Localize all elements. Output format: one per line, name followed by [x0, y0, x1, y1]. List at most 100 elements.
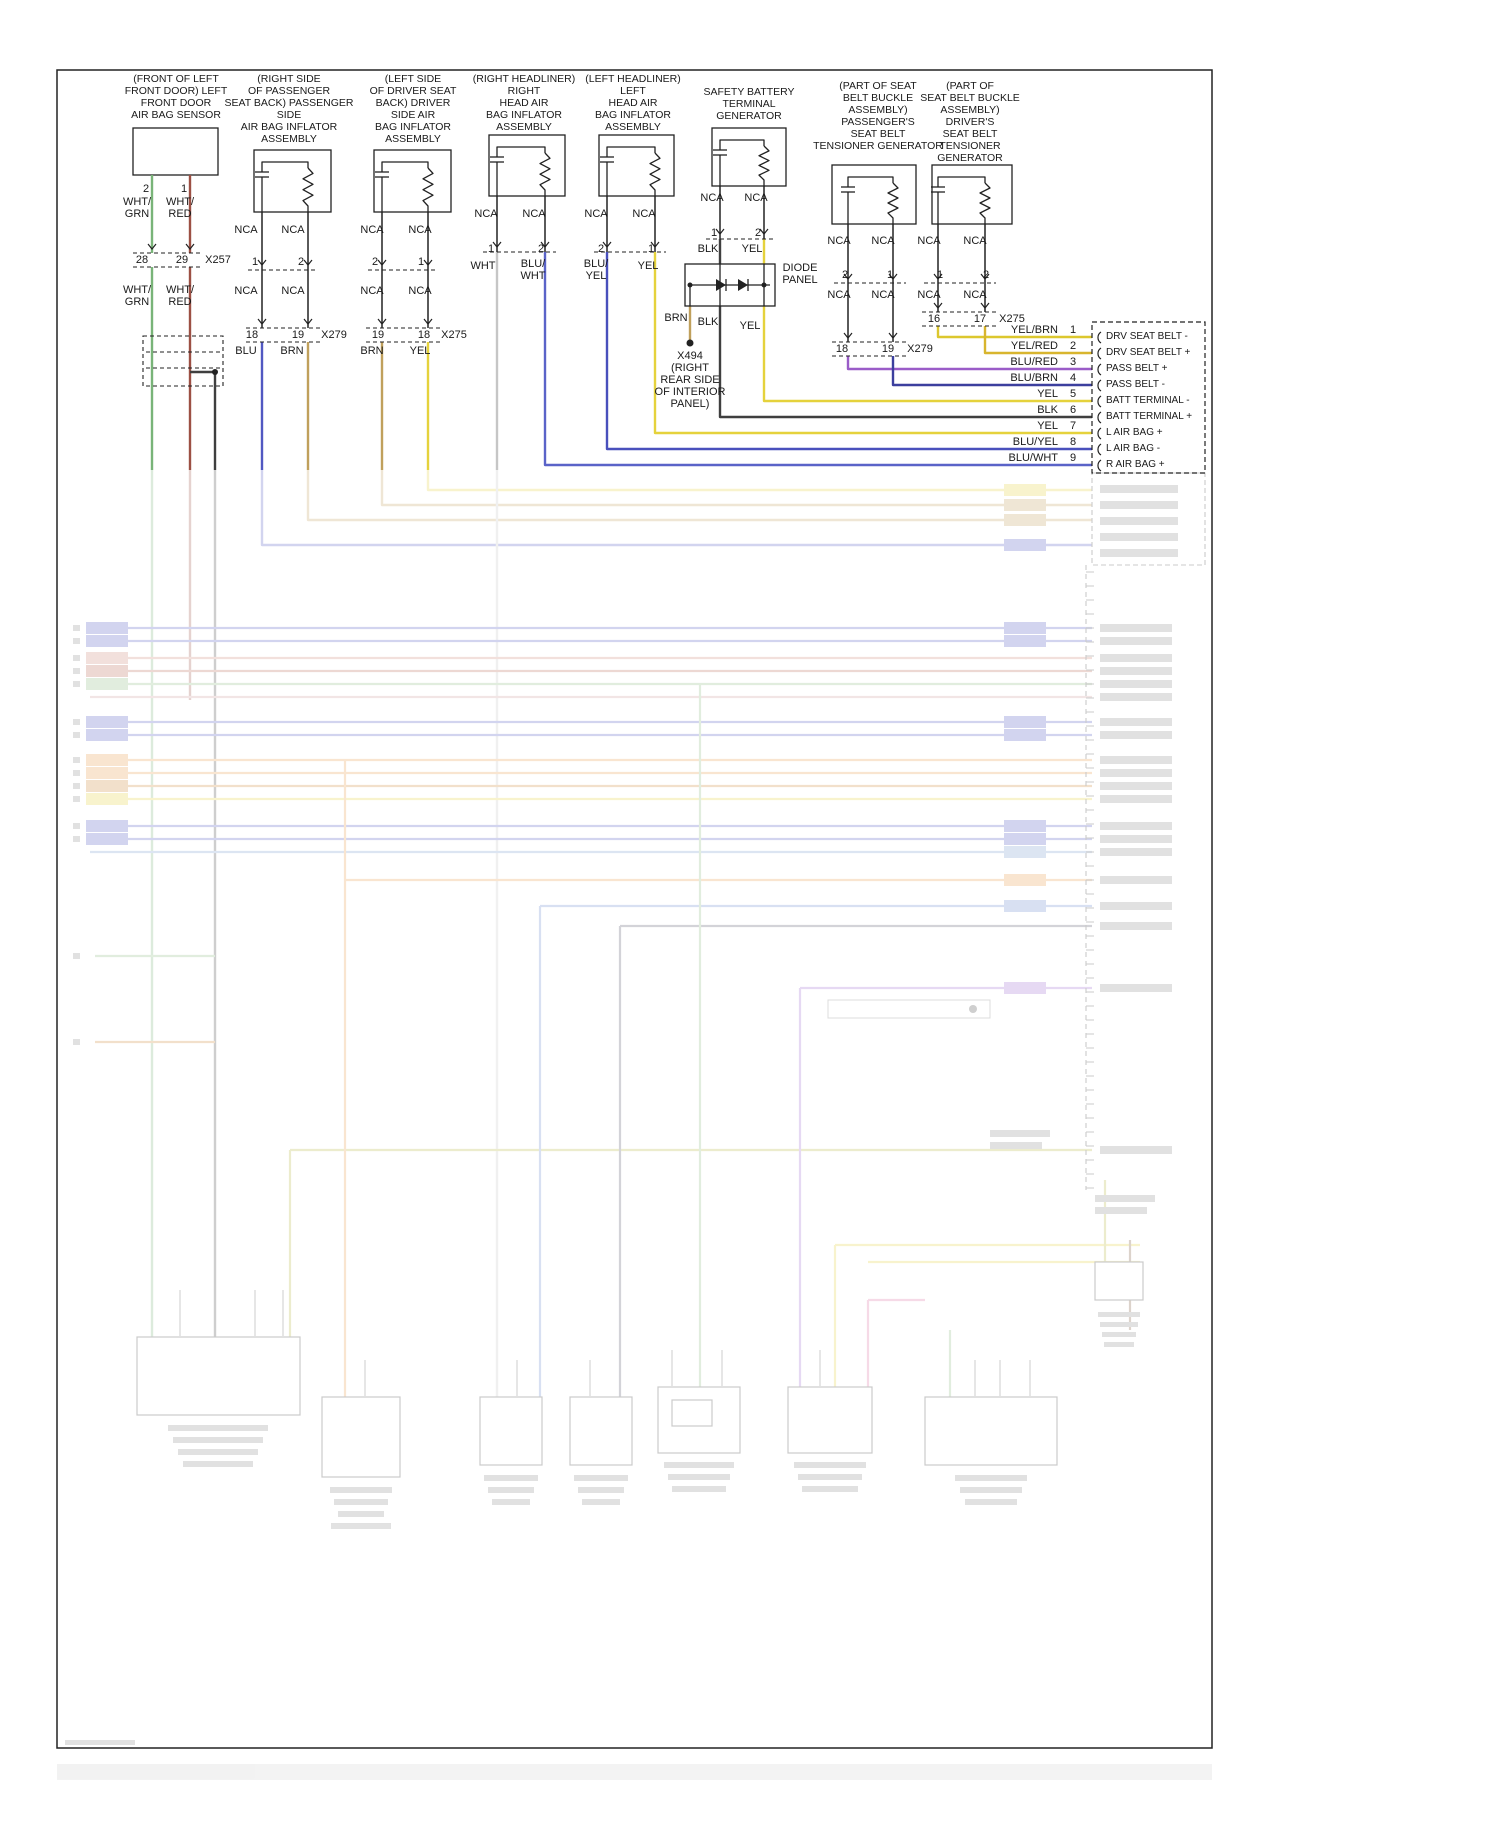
junction-dot — [761, 282, 767, 288]
faded-illegible-text — [1098, 1312, 1140, 1317]
faded-wire-label-chip — [86, 754, 128, 766]
wire — [762, 306, 1092, 403]
faded-illegible-text — [1104, 1342, 1134, 1347]
resistor-zigzag — [758, 145, 770, 186]
faded-wire-label-chip — [1004, 539, 1046, 551]
chevron-mark — [377, 318, 387, 325]
faded-illegible-text — [1100, 984, 1172, 992]
wire — [983, 326, 1092, 355]
resistor-zigzag — [979, 182, 991, 224]
faded-illegible-text — [73, 681, 80, 687]
wire — [653, 252, 1092, 435]
faded-wire-label-chip — [1004, 900, 1046, 912]
faded-lower-region — [57, 470, 1212, 1780]
faded-wire-label-chip — [86, 622, 128, 634]
driver-airbag-inflator-box — [373, 149, 452, 213]
junction-dot — [687, 282, 693, 288]
faded-illegible-text — [73, 953, 80, 959]
faded-illegible-text — [73, 823, 80, 829]
wire — [718, 306, 1092, 419]
faded-illegible-text — [73, 796, 80, 802]
faded-component-box — [136, 1336, 301, 1416]
faded-wire-label-chip — [1004, 833, 1046, 845]
connector-pin-bracket — [1097, 459, 1102, 472]
faded-illegible-text — [73, 638, 80, 644]
resistor-zigzag — [649, 152, 661, 196]
faded-illegible-text — [492, 1499, 530, 1505]
driver-airbag-inflator-symbol — [375, 161, 434, 212]
symbol-rail — [719, 139, 765, 150]
connector-pin-bracket — [1097, 395, 1102, 408]
faded-illegible-text — [173, 1437, 263, 1443]
faded-wire-label-chip — [86, 780, 128, 792]
chevron-mark — [185, 243, 195, 250]
faded-illegible-text — [582, 1499, 620, 1505]
faded-wire-label-chip — [1004, 716, 1046, 728]
passenger-seatbelt-tensioner-generator-box — [831, 164, 917, 225]
faded-illegible-text — [73, 1039, 80, 1045]
symbol-rail — [847, 176, 894, 187]
wire — [846, 356, 1092, 371]
resistor-zigzag — [422, 167, 434, 212]
faded-illegible-text — [1100, 782, 1172, 790]
faded-illegible-text — [955, 1475, 1027, 1481]
faded-illegible-text — [960, 1487, 1022, 1493]
faded-illegible-text — [1095, 1195, 1155, 1202]
connector-pin-bracket — [1097, 347, 1102, 360]
connector-pin-bracket — [1097, 331, 1102, 344]
faded-wire-label-chip — [1004, 820, 1046, 832]
safety-battery-terminal-generator-symbol — [713, 139, 770, 186]
symbol-rail — [496, 146, 546, 157]
connector-pin-bracket — [1097, 379, 1102, 392]
faded-illegible-text — [1100, 718, 1172, 726]
faded-component-box — [569, 1396, 633, 1466]
chevron-mark — [933, 302, 943, 309]
faded-illegible-text — [1100, 756, 1172, 764]
faded-illegible-text — [1100, 624, 1172, 632]
junction-dot — [686, 339, 694, 347]
chevron-mark — [602, 241, 612, 248]
chevron-mark — [980, 273, 990, 280]
faded-wire-label-chip — [86, 635, 128, 647]
faded-illegible-text — [183, 1461, 253, 1467]
faded-illegible-text — [990, 1142, 1042, 1149]
faded-illegible-text — [1102, 1332, 1136, 1337]
srs-connector-outline — [1091, 321, 1206, 474]
chevron-mark — [888, 273, 898, 280]
faded-illegible-text — [1095, 1207, 1147, 1214]
faded-wire-label-chip — [86, 716, 128, 728]
faded-wire-label-chip — [1004, 484, 1046, 496]
faded-illegible-text — [1100, 769, 1172, 777]
chevron-mark — [650, 241, 660, 248]
faded-illegible-text — [330, 1487, 392, 1493]
faded-illegible-text — [668, 1474, 730, 1480]
right-head-airbag-inflator-box — [488, 134, 566, 197]
faded-illegible-text — [1100, 517, 1178, 525]
faded-wire-label-chip — [86, 665, 128, 677]
chevron-mark — [492, 241, 502, 248]
chevron-mark — [540, 241, 550, 248]
faded-illegible-text — [1100, 1322, 1138, 1327]
driver-seatbelt-tensioner-generator-box — [931, 164, 1013, 225]
faded-illegible-text — [1100, 902, 1172, 910]
faded-illegible-text — [73, 757, 80, 763]
faded-illegible-text — [484, 1475, 538, 1481]
faded-illegible-text — [1100, 848, 1172, 856]
faded-component-box — [671, 1399, 713, 1427]
resistor-zigzag — [539, 152, 551, 196]
faded-wire — [306, 470, 1092, 522]
faded-illegible-text — [1100, 549, 1178, 557]
passenger-seatbelt-tensioner-generator-symbol — [841, 176, 899, 224]
chevron-mark — [759, 228, 769, 235]
faded-illegible-text — [1100, 485, 1178, 493]
faded-component-box — [787, 1386, 873, 1454]
faded-wire-label-chip — [86, 729, 128, 741]
faded-illegible-text — [990, 1130, 1050, 1137]
faded-wire-label-chip — [1004, 846, 1046, 858]
passenger-airbag-inflator-box — [253, 149, 332, 213]
left-head-airbag-inflator-box — [598, 134, 675, 197]
faded-illegible-text — [1100, 835, 1172, 843]
wire — [605, 252, 1092, 451]
wire — [891, 356, 1092, 387]
driver-seatbelt-tensioner-generator-symbol — [931, 176, 991, 224]
